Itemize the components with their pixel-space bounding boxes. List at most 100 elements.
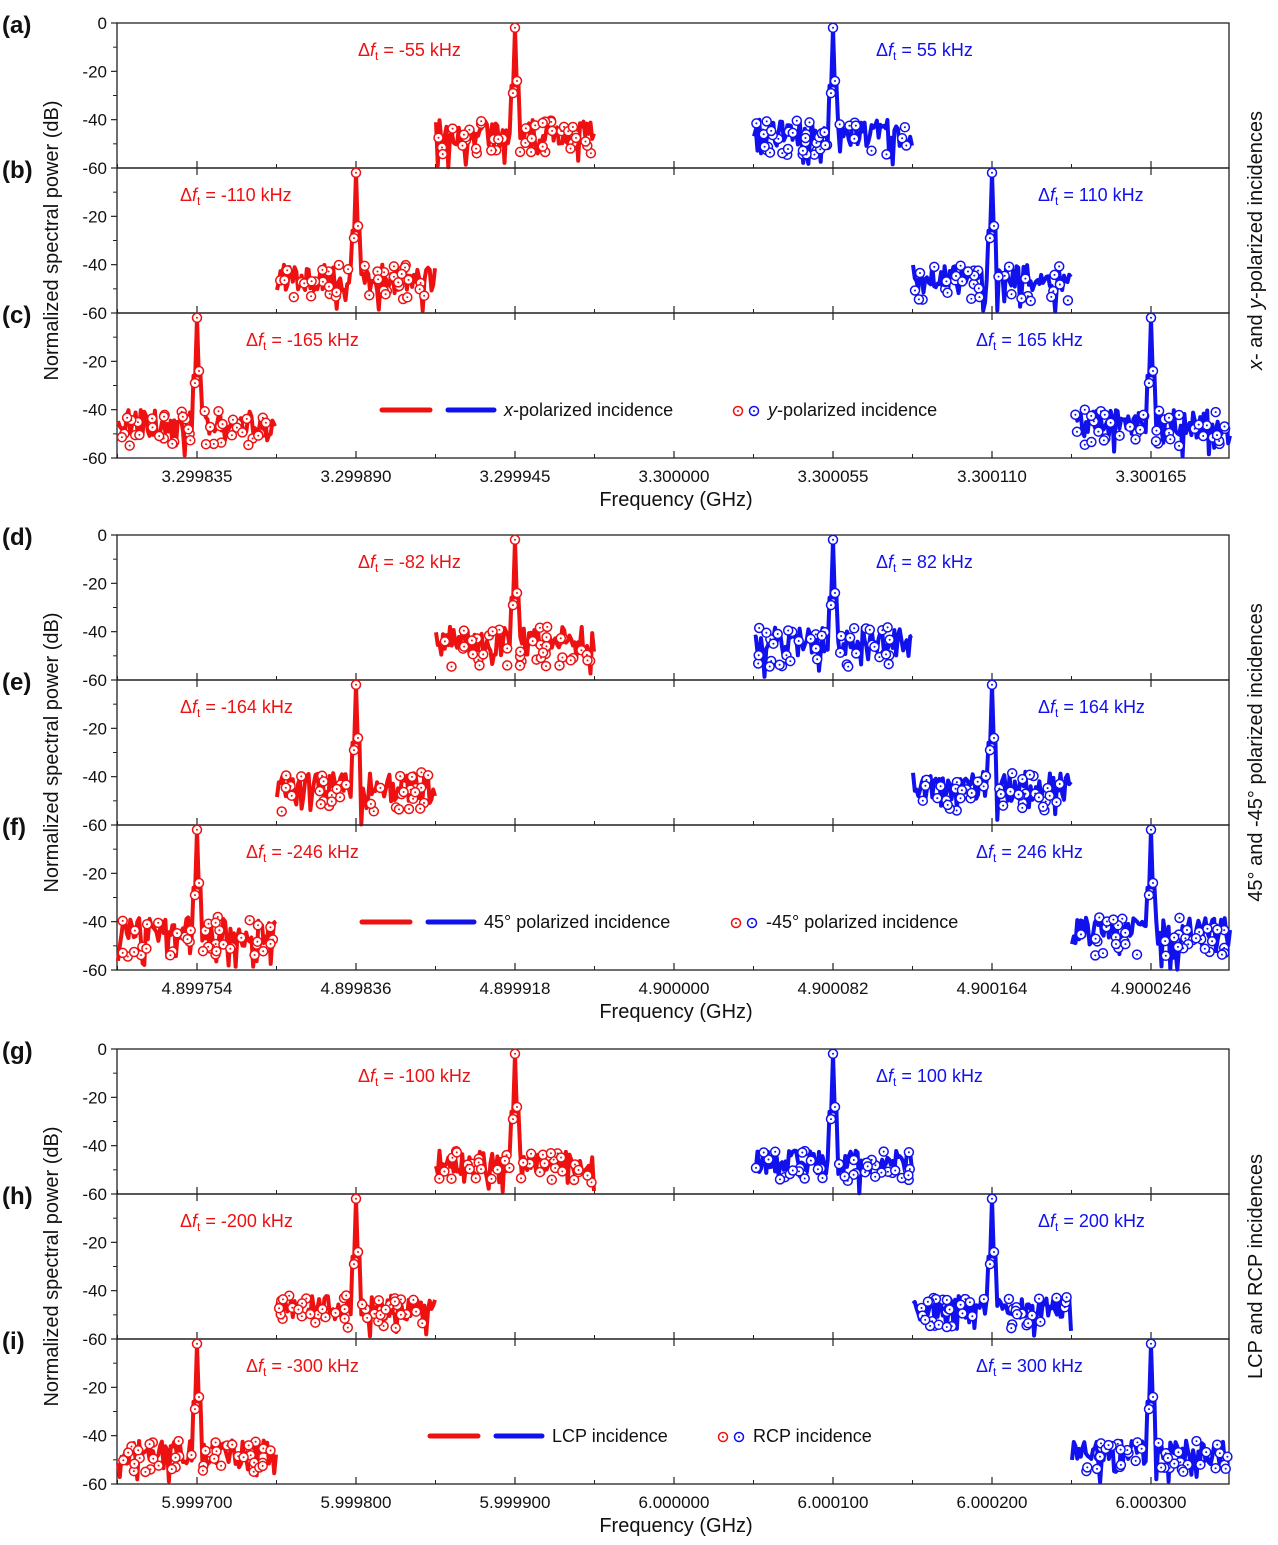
peak-marker-dot <box>512 92 514 95</box>
data-marker-dot <box>1016 1313 1018 1316</box>
peak-marker-dot <box>198 882 200 884</box>
blue-spectrum-markers <box>750 1048 916 1187</box>
data-marker-dot <box>455 1151 458 1154</box>
legend-marker-dot <box>735 922 737 924</box>
data-marker-dot <box>757 662 760 665</box>
data-marker-dot <box>580 649 583 652</box>
data-marker-dot <box>491 630 494 633</box>
data-marker-dot <box>1124 931 1127 934</box>
data-marker-dot <box>1218 1452 1221 1455</box>
red-spectrum-markers <box>116 312 272 451</box>
data-marker-dot <box>758 627 761 629</box>
data-marker-dot <box>1169 438 1172 441</box>
panel-label: (c) <box>2 302 31 329</box>
annotation-red: Δft = -164 kHz <box>180 697 293 720</box>
y-tick-label: -60 <box>82 961 107 980</box>
data-marker-dot <box>461 144 464 147</box>
data-marker-dot <box>126 955 129 958</box>
data-marker-dot <box>497 138 500 141</box>
data-marker-dot <box>868 628 871 631</box>
data-marker-dot <box>838 123 841 126</box>
chart-group-2: 0 -20 -40 -60 (g) Δft = -100 kHz Δft = 100 kHz… <box>2 1038 1267 1537</box>
x-tick-label: 4.899754 <box>162 979 233 998</box>
data-marker-dot <box>204 929 207 932</box>
data-marker-dot <box>158 435 161 437</box>
data-marker-dot <box>1221 953 1223 956</box>
data-marker-dot <box>924 1318 927 1321</box>
data-marker-dot <box>133 1462 136 1465</box>
data-marker-dot <box>157 921 160 924</box>
blue-spectrum-markers <box>916 1193 1072 1334</box>
data-marker-dot <box>248 919 251 922</box>
data-marker-dot <box>399 1313 402 1316</box>
data-marker-dot <box>216 916 219 918</box>
data-marker-dot <box>189 439 192 442</box>
data-marker-dot <box>1039 1320 1042 1323</box>
data-marker-dot <box>809 1159 812 1162</box>
data-marker-dot <box>550 1178 553 1181</box>
panel-frame <box>116 534 1230 681</box>
data-marker-dot <box>1003 274 1006 277</box>
data-marker-dot <box>257 924 259 927</box>
legend-line-label: 45° polarized incidence <box>484 912 670 932</box>
data-marker-dot <box>174 1456 177 1459</box>
data-marker-dot <box>1158 409 1161 412</box>
data-marker-dot <box>130 1445 133 1448</box>
data-marker-dot <box>393 1300 396 1303</box>
data-marker-dot <box>345 783 348 786</box>
peak-marker-dot <box>993 737 995 739</box>
peak-marker-dot <box>355 1197 357 1200</box>
data-marker-dot <box>373 1312 376 1315</box>
data-marker-dot <box>552 1158 555 1161</box>
data-marker-dot <box>801 149 804 152</box>
y-tick-label: -40 <box>82 913 107 932</box>
data-marker-dot <box>335 291 338 294</box>
red-spectrum-markers <box>434 1048 597 1188</box>
y-tick-label: -20 <box>82 62 107 81</box>
data-marker-dot <box>420 786 423 789</box>
data-marker-dot <box>366 1316 369 1319</box>
data-marker-dot <box>1211 940 1214 943</box>
data-marker-dot <box>551 129 554 132</box>
data-marker-dot <box>136 421 139 424</box>
data-marker-dot <box>506 647 509 650</box>
panel-f: -20 -40 -60 (f) Δft = -246 kHz Δft = 246 kHz <box>2 814 1232 980</box>
data-marker-dot <box>291 1306 294 1309</box>
data-marker-dot <box>1119 1463 1122 1466</box>
data-marker-dot <box>1118 434 1121 437</box>
data-marker-dot <box>946 291 949 294</box>
data-marker-dot <box>1134 438 1137 441</box>
data-marker-dot <box>791 1169 794 1172</box>
data-marker-dot <box>809 637 812 640</box>
annotation-red: Δft = -55 kHz <box>358 40 461 63</box>
peak-marker-dot <box>355 683 357 686</box>
data-marker-dot <box>1011 772 1014 775</box>
data-marker-dot <box>770 129 773 132</box>
data-marker-dot <box>214 943 217 945</box>
data-marker-dot <box>310 280 313 283</box>
y-tick-label: 0 <box>98 1040 107 1059</box>
red-spectrum-markers <box>273 1193 428 1334</box>
panel-i: -20 -40 -60 (i) Δft = -300 kHz Δft = 300 kHz <box>2 1328 1233 1494</box>
data-marker-dot <box>795 119 798 122</box>
annotation-blue: Δft = 200 kHz <box>1038 1211 1145 1234</box>
data-marker-dot <box>544 151 547 153</box>
data-marker-dot <box>977 269 980 272</box>
data-marker-dot <box>412 797 415 800</box>
data-marker-dot <box>567 130 570 133</box>
peak-marker-dot <box>989 749 991 752</box>
data-marker-dot <box>1052 290 1055 293</box>
data-marker-dot <box>870 149 873 152</box>
data-marker-dot <box>803 1177 806 1180</box>
peak-marker-dot <box>516 592 518 594</box>
red-spectrum-markers <box>439 534 596 672</box>
data-marker-dot <box>1178 916 1181 919</box>
data-marker-dot <box>816 658 819 661</box>
data-marker-dot <box>920 1307 923 1309</box>
data-marker-dot <box>955 809 958 812</box>
data-marker-dot <box>763 145 766 148</box>
data-marker-dot <box>1178 414 1180 416</box>
data-marker-dot <box>503 1159 506 1162</box>
annotation-blue: Δft = 100 kHz <box>876 1066 983 1089</box>
data-marker-dot <box>278 1307 281 1310</box>
